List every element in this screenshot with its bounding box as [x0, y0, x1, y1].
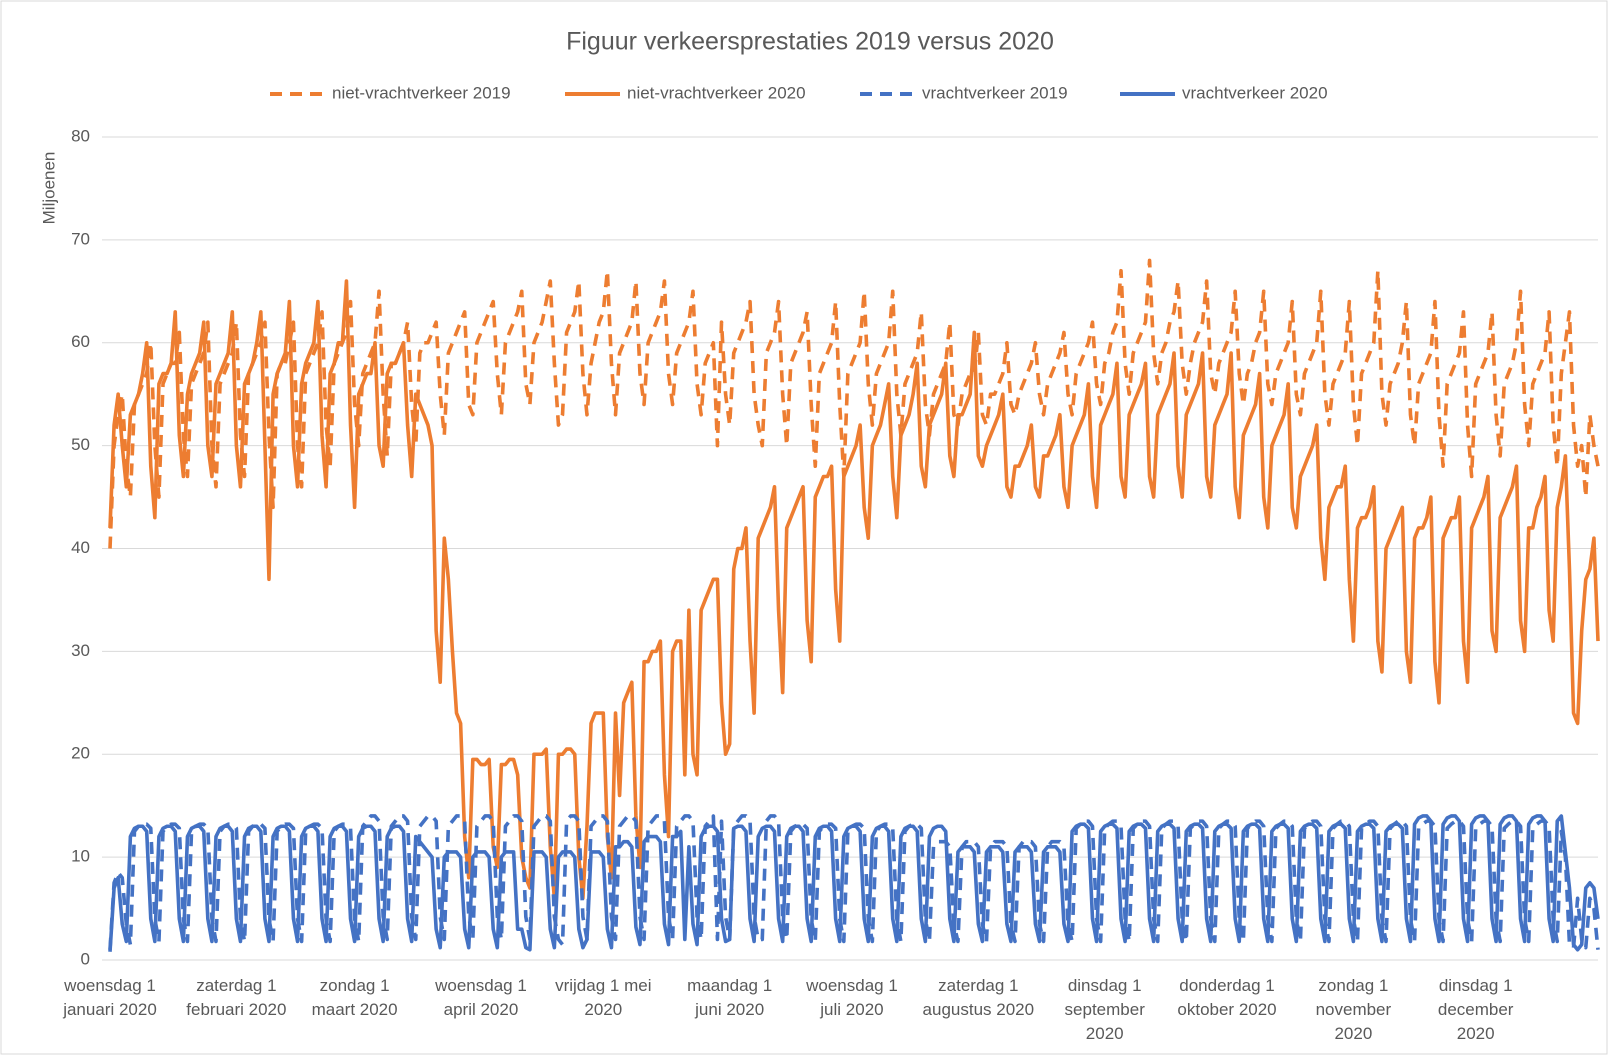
- x-tick-label: zondag 1 maart 2020: [311, 976, 398, 1019]
- y-tick-label: 0: [81, 949, 90, 968]
- legend-label: vrachtverkeer 2020: [1182, 83, 1328, 102]
- y-tick-label: 70: [71, 229, 90, 248]
- legend-label: niet-vrachtverkeer 2020: [627, 83, 806, 102]
- series-line: [108, 279, 1600, 901]
- chart-title: Figuur verkeersprestaties 2019 versus 20…: [566, 28, 1054, 56]
- legend-label: vrachtverkeer 2019: [922, 83, 1068, 102]
- series-line: [108, 814, 1600, 952]
- x-tick-label: donderdag 1 oktober 2020: [1177, 976, 1277, 1019]
- y-axis-label: Miljoenen: [39, 152, 58, 225]
- legend-label: niet-vrachtverkeer 2019: [332, 83, 511, 102]
- y-tick-label: 30: [71, 641, 90, 660]
- y-tick-label: 20: [71, 744, 90, 763]
- x-tick-label: zondag 1 november 2020: [1315, 976, 1392, 1043]
- x-tick-label: zaterdag 1 februari 2020: [186, 976, 287, 1019]
- y-tick-label: 60: [71, 332, 90, 351]
- x-tick-label: zaterdag 1 augustus 2020: [922, 976, 1035, 1019]
- x-tick-label: dinsdag 1 december 2020: [1437, 976, 1514, 1043]
- x-tick-label: vrijdag 1 mei 2020: [555, 976, 652, 1019]
- x-tick-label: dinsdag 1 september 2020: [1064, 976, 1145, 1043]
- x-tick-label: woensdag 1 januari 2020: [63, 976, 157, 1019]
- y-tick-label: 10: [71, 847, 90, 866]
- x-tick-label: woensdag 1 april 2020: [435, 976, 527, 1019]
- y-tick-label: 80: [71, 126, 90, 145]
- y-tick-label: 40: [71, 538, 90, 557]
- y-tick-label: 50: [71, 435, 90, 454]
- x-tick-label: maandag 1 juni 2020: [687, 976, 773, 1019]
- x-tick-label: woensdag 1 juli 2020: [806, 976, 898, 1019]
